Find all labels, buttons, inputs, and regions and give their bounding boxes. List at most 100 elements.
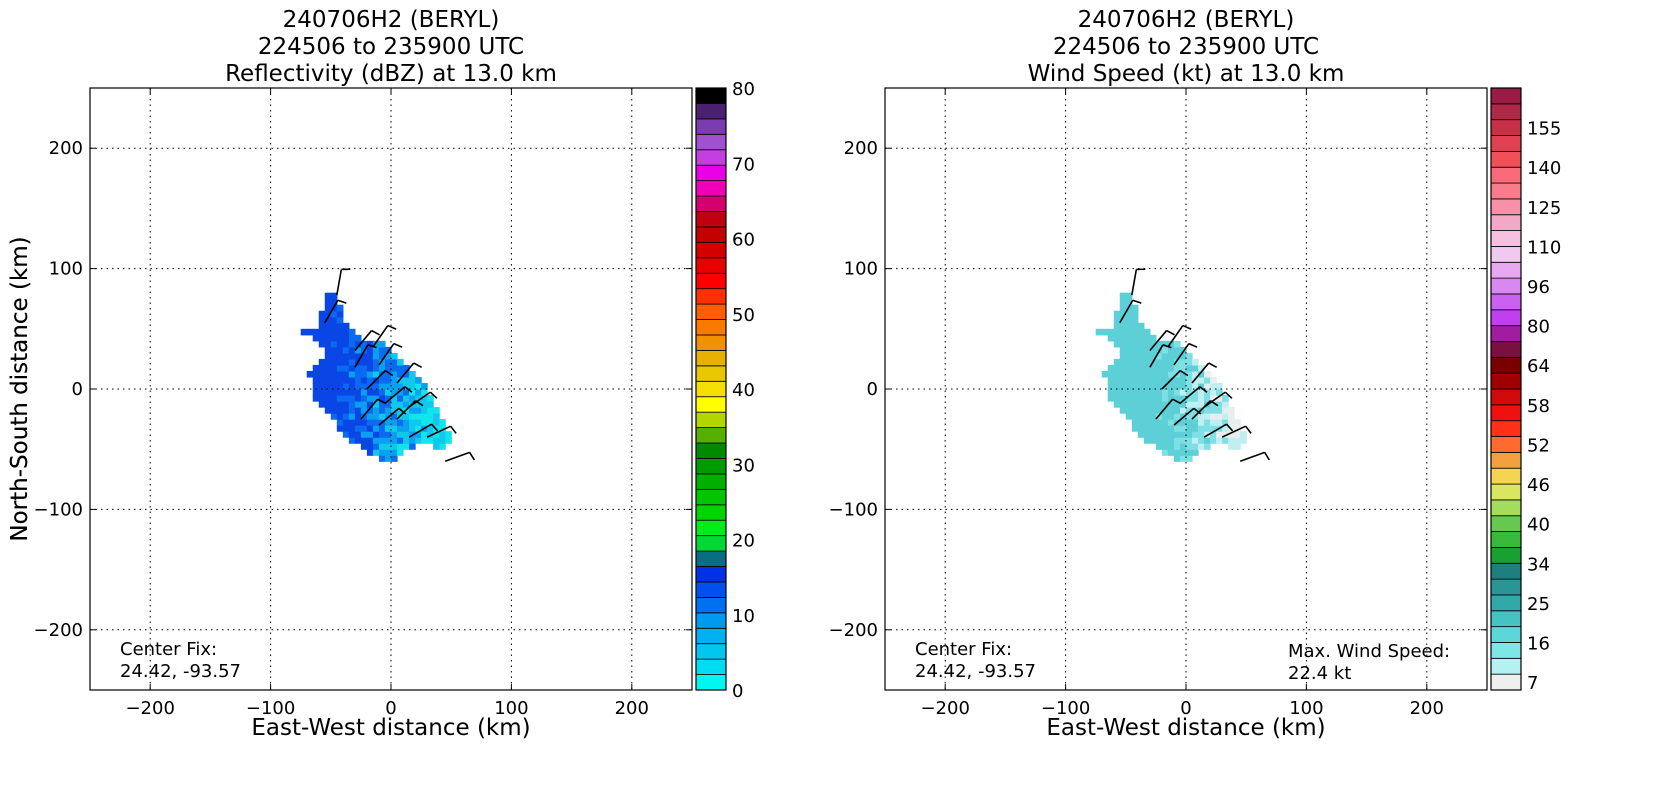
echo-cell [384,401,392,408]
colorbar-segment [695,550,727,567]
echo-cell [1198,395,1205,402]
echo-cell [1107,334,1115,342]
echo-cell [330,382,338,390]
echo-cell [1143,334,1151,342]
echo-cell [318,364,326,372]
echo-cell [342,431,350,438]
wind-barb-flag [1225,423,1234,432]
echo-cell [1222,437,1229,444]
echo-cell [1179,455,1187,462]
echo-cell [391,437,398,444]
echo-cell [1137,352,1145,360]
echo-cell [1143,425,1151,432]
echo-cell [1149,401,1157,408]
echo-cell [421,389,428,396]
echo-cell [1173,352,1181,360]
echo-cell [1161,346,1169,354]
wind-barb-staff [1239,451,1265,462]
echo-cell [1143,437,1151,444]
echo-cell [1143,352,1151,360]
colorbar-segment [1490,547,1522,564]
echo-cell [330,316,338,324]
wind-barb-flag [1224,391,1233,399]
echo-cell [1216,431,1223,438]
y-tick-label: −200 [34,620,83,641]
echo-cell [330,292,338,300]
colorbar-segment [1490,626,1522,643]
echo-cell [1131,389,1139,396]
echo-cell [324,298,332,306]
echo-cell [1222,407,1229,414]
echo-cell [342,358,350,366]
echo-cell [1186,419,1193,426]
echo-cell [391,401,398,408]
echo-cell [1179,389,1187,396]
echo-cell [391,382,398,390]
colorbar-segment [1490,325,1522,342]
echo-cell [336,328,344,336]
echo-cell [366,395,374,402]
colorbar-tick-label: 52 [1527,435,1550,456]
echo-cell [1161,395,1169,402]
echo-cell [1131,376,1139,384]
y-tick-label: −200 [829,620,878,641]
echo-cell [366,358,374,366]
y-axis-label: North-South distance (km) [7,236,33,541]
echo-cell [318,376,326,384]
echo-cell [360,352,368,360]
echo-cell [1161,413,1169,420]
echo-cell [1137,401,1145,408]
echo-cell [1113,340,1121,348]
echo-cell [1155,382,1163,390]
echo-cell [403,401,410,408]
echo-cell [1125,364,1133,372]
echo-cell [403,395,410,402]
echo-cell [1204,376,1211,384]
wind-barb [396,400,424,420]
echo-cell [384,376,392,384]
colorbar-segment [1490,372,1522,390]
echo-cell [336,304,344,312]
x-tick-label: 200 [1410,698,1444,719]
echo-cell [427,401,434,408]
echo-cell [1167,437,1175,444]
echo-cell [378,413,386,420]
wind-barb-flag [414,400,424,407]
echo-cell [366,376,374,384]
echo-cell [336,346,344,354]
echo-cell [427,437,434,444]
wind-barb [1173,342,1198,366]
echo-field [300,292,452,462]
echo-cell [1234,443,1241,450]
wind-barb-flag [1162,344,1172,349]
echo-cell [366,431,374,438]
echo-cell [439,431,446,438]
echo-cell [342,425,350,432]
echo-cell [324,364,332,372]
echo-cell [1143,413,1151,420]
echo-cell [324,352,332,360]
echo-cell [372,443,380,450]
echo-cell [1173,407,1181,414]
echo-cell [1137,334,1145,342]
colorbar-segment [1490,467,1522,485]
echo-cell [366,413,374,420]
echo-cell [397,364,404,372]
echo-cell [1107,328,1115,336]
echo-cell [1113,316,1121,324]
echo-cell [342,328,350,336]
echo-cell [1131,346,1139,354]
echo-cell [1204,419,1211,426]
echo-cell [1131,340,1139,348]
echo-cell [1186,352,1193,360]
echo-cell [1210,413,1217,420]
echo-cell [409,419,416,426]
echo-cell [391,358,398,366]
colorbar-segment [1490,356,1522,374]
echo-cell [445,431,452,438]
echo-cell [318,322,326,330]
echo-cell [1210,419,1217,426]
echo-cell [336,340,344,348]
colorbar-segment [1490,103,1522,121]
echo-cell [336,413,344,420]
